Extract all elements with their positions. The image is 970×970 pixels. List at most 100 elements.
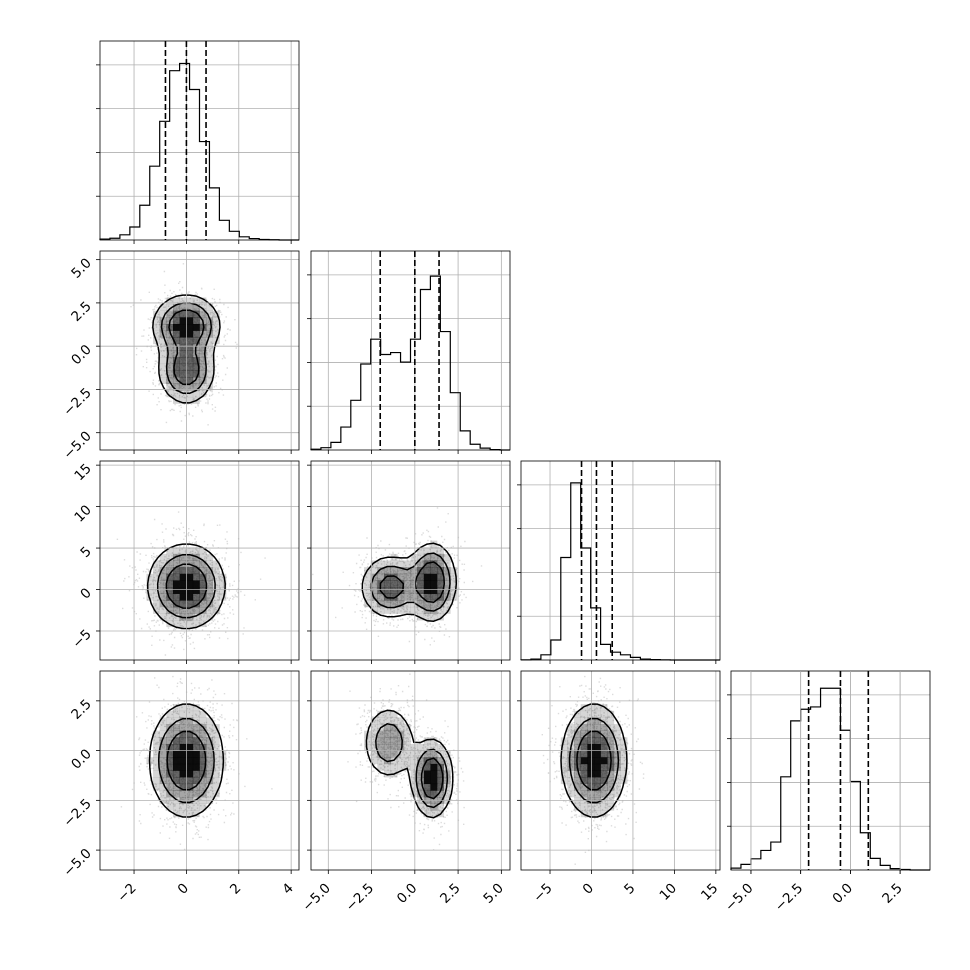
density-cell: [172, 573, 180, 581]
density-cell: [172, 620, 180, 628]
density-cell: [212, 567, 220, 575]
density-cell: [159, 743, 167, 751]
density-cell: [390, 750, 398, 758]
density-cell: [179, 330, 187, 338]
density-cell: [179, 310, 187, 318]
density-cell: [377, 573, 385, 581]
x-tick-label: 10: [657, 880, 680, 903]
density-cell: [212, 763, 220, 771]
y-tick-label: 2.5: [68, 298, 95, 325]
density-cell: [186, 763, 194, 771]
density-cell: [377, 737, 385, 745]
pair-frame-0-3: [99, 670, 300, 871]
y-tick-label: −5: [69, 626, 94, 651]
density-cell: [450, 580, 458, 588]
density-cell: [430, 580, 438, 588]
density-cell: [450, 573, 458, 581]
density-cell: [206, 370, 214, 378]
density-cell: [580, 743, 588, 751]
density-cell: [159, 757, 167, 765]
density-cell: [166, 587, 174, 594]
x-tick-label: 2: [227, 880, 244, 897]
density-cell: [383, 587, 391, 594]
density-cell: [186, 297, 194, 305]
density-cell: [437, 580, 444, 588]
density-cell: [192, 743, 200, 751]
density-cell: [390, 600, 398, 608]
density-cell: [192, 297, 200, 305]
pair-frame-1-2: [310, 460, 511, 661]
density-cell: [179, 724, 187, 731]
density-cell: [192, 390, 200, 398]
density-cell: [390, 573, 398, 581]
density-cell: [560, 770, 568, 778]
density-cell: [159, 304, 167, 311]
density-cell: [212, 580, 220, 588]
density-cell: [166, 613, 174, 621]
density-cell: [430, 743, 438, 751]
density-cell: [417, 593, 425, 601]
density-cell: [437, 560, 444, 568]
density-cell: [383, 750, 391, 758]
density-cell: [179, 770, 187, 778]
density-cell: [206, 763, 214, 771]
density-cell: [587, 810, 595, 818]
density-cell: [166, 297, 174, 305]
density-cell: [186, 600, 194, 608]
density-cell: [410, 750, 418, 758]
x-tick-label: 0: [580, 880, 597, 897]
density-cell: [159, 730, 167, 738]
density-cell: [580, 770, 588, 778]
density-cell: [397, 600, 405, 608]
density-cell: [443, 600, 451, 608]
density-cell: [172, 704, 180, 712]
density-cell: [430, 757, 438, 765]
x-tick-label: 0: [175, 880, 192, 897]
density-cell: [199, 377, 207, 384]
density-cell: [600, 710, 608, 718]
y-tick-label: 0.0: [68, 746, 95, 773]
density-cell: [587, 724, 595, 731]
density-cell: [397, 763, 405, 771]
density-cell: [580, 783, 588, 791]
density-cell: [410, 560, 418, 568]
density-cell: [179, 730, 187, 738]
pair-content-0-3: [120, 675, 273, 851]
histogram-step-2: [520, 482, 720, 661]
density-cell: [199, 337, 207, 345]
density-cell: [397, 573, 405, 581]
density-cell: [186, 803, 194, 811]
density-cell: [166, 737, 174, 745]
density-cell: [417, 553, 425, 561]
density-cell: [574, 730, 581, 738]
density-cell: [383, 567, 391, 575]
density-cell: [397, 567, 405, 575]
density-cell: [370, 580, 378, 588]
density-cell: [153, 743, 160, 751]
density-cell: [364, 737, 371, 745]
density-cell: [377, 593, 385, 601]
density-cell: [450, 587, 458, 594]
density-cell: [166, 547, 174, 555]
density-cell: [443, 587, 451, 594]
density-cell: [186, 750, 194, 758]
density-cell: [199, 310, 207, 318]
density-cell: [206, 717, 214, 725]
density-cell: [179, 383, 187, 391]
density-cell: [383, 560, 391, 568]
density-cell: [397, 743, 405, 751]
pair-panel-1-3: [347, 673, 465, 851]
density-cell: [403, 600, 411, 608]
density-cell: [192, 730, 200, 738]
density-cell: [186, 704, 194, 712]
density-cell: [383, 600, 391, 608]
density-cell: [186, 783, 194, 791]
density-cell: [172, 777, 180, 785]
density-cell: [600, 790, 608, 798]
density-cell: [192, 600, 200, 608]
contour-line: [166, 730, 207, 791]
density-cell: [179, 580, 187, 588]
density-cell: [417, 580, 425, 588]
histogram-panel-0: [96, 41, 299, 244]
